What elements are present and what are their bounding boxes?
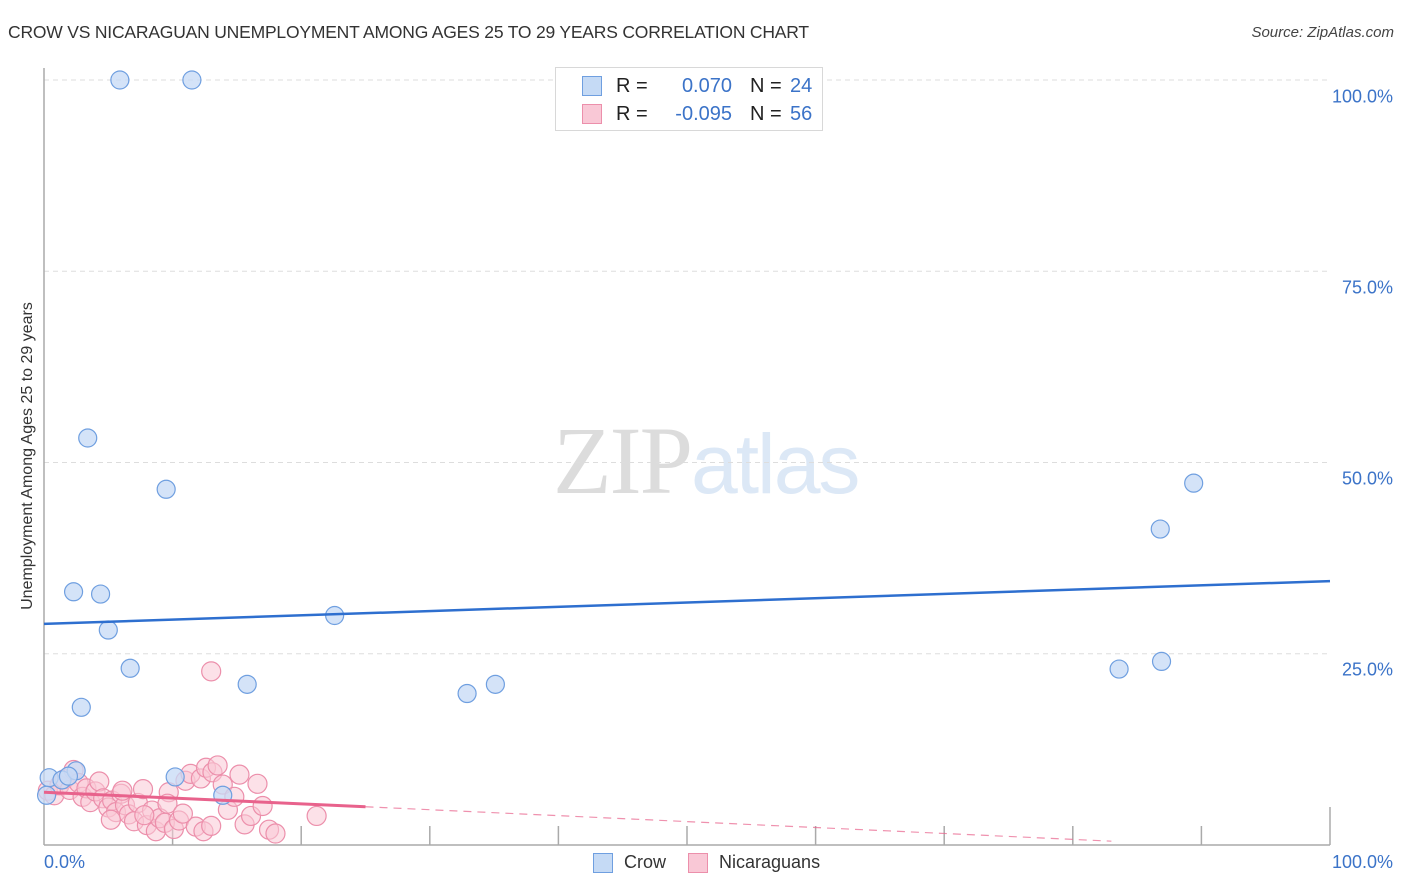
data-point-nicaraguans bbox=[132, 779, 154, 800]
data-point-crow bbox=[485, 674, 505, 694]
data-point-crow bbox=[98, 620, 118, 640]
chart-title: CROW VS NICARAGUAN UNEMPLOYMENT AMONG AG… bbox=[8, 22, 809, 42]
r-label: R = bbox=[616, 74, 648, 97]
data-point-crow bbox=[58, 766, 79, 786]
data-point-nicaraguans bbox=[100, 809, 121, 830]
n-value: 56 bbox=[790, 102, 813, 125]
x-tick-100: 100.0% bbox=[1331, 852, 1393, 872]
legend-item-crow[interactable]: Crow bbox=[593, 852, 666, 873]
data-point-crow bbox=[90, 584, 111, 604]
legend-item-nicaraguans[interactable]: Nicaraguans bbox=[688, 852, 820, 873]
n-value: 24 bbox=[790, 74, 813, 97]
data-point-nicaraguans bbox=[252, 795, 273, 817]
n-label: N = bbox=[750, 74, 782, 97]
data-point-nicaraguans bbox=[265, 823, 286, 844]
data-point-nicaraguans bbox=[247, 773, 268, 794]
data-point-crow bbox=[63, 582, 84, 602]
legend-label-nicaraguans: Nicaraguans bbox=[719, 852, 821, 872]
data-point-crow bbox=[1150, 519, 1170, 539]
trend-line-crow bbox=[43, 579, 1331, 626]
data-point-crow bbox=[165, 767, 185, 787]
y-axis-label: Unemployment Among Ages 25 to 29 years bbox=[19, 302, 36, 610]
data-point-crow bbox=[36, 785, 57, 805]
watermark-zip: ZIP bbox=[553, 407, 693, 514]
trend-line-nicaraguans-extrapolated bbox=[365, 806, 1112, 842]
trend-line-nicaraguans bbox=[43, 790, 366, 809]
watermark-atlas: atlas bbox=[691, 417, 860, 511]
data-point-crow bbox=[457, 683, 477, 704]
y-tick-75: 75.0% bbox=[1341, 277, 1393, 298]
n-label: N = bbox=[750, 102, 782, 125]
data-point-crow bbox=[237, 674, 257, 694]
data-point-crow bbox=[110, 70, 130, 90]
data-point-nicaraguans bbox=[201, 815, 222, 836]
data-point-nicaraguans bbox=[306, 805, 327, 827]
data-point-crow bbox=[1151, 651, 1172, 672]
data-point-nicaraguans bbox=[229, 764, 250, 785]
series-legend: Crow Nicaraguans bbox=[593, 852, 842, 873]
legend-row-crow: R = 0.070 N = 24 bbox=[582, 74, 812, 98]
legend-row-nicaraguans: R = -0.095 N = 56 bbox=[582, 102, 812, 126]
crow-swatch-icon bbox=[582, 76, 602, 96]
data-point-crow bbox=[78, 428, 98, 448]
x-tick-0: 0.0% bbox=[44, 852, 86, 872]
data-point-crow bbox=[156, 479, 176, 499]
data-point-crow bbox=[1109, 659, 1129, 679]
r-value: -0.095 bbox=[675, 102, 732, 125]
y-tick-25: 25.0% bbox=[1341, 659, 1393, 680]
watermark: ZIPatlas bbox=[553, 405, 860, 516]
y-tick-100: 100.0% bbox=[1331, 86, 1393, 107]
y-tick-50: 50.0% bbox=[1341, 468, 1393, 489]
data-point-crow bbox=[1184, 473, 1204, 493]
nicaraguans-swatch-icon bbox=[688, 852, 709, 873]
data-point-crow bbox=[120, 658, 140, 678]
data-point-nicaraguans bbox=[172, 803, 193, 824]
source-label: Source: ZipAtlas.com bbox=[1251, 24, 1394, 41]
nicaraguans-swatch-icon bbox=[582, 104, 602, 124]
data-point-nicaraguans bbox=[134, 805, 155, 826]
data-point-nicaraguans bbox=[207, 755, 228, 776]
data-point-nicaraguans bbox=[89, 771, 110, 792]
r-label: R = bbox=[616, 102, 648, 125]
crow-swatch-icon bbox=[593, 852, 613, 873]
legend-label-crow: Crow bbox=[624, 852, 667, 872]
data-point-crow bbox=[182, 70, 202, 90]
correlation-legend: R = 0.070 N = 24 R = -0.095 N = 56 bbox=[555, 67, 823, 131]
data-point-crow bbox=[71, 697, 91, 717]
r-value: 0.070 bbox=[681, 74, 732, 97]
data-point-nicaraguans bbox=[201, 661, 222, 682]
